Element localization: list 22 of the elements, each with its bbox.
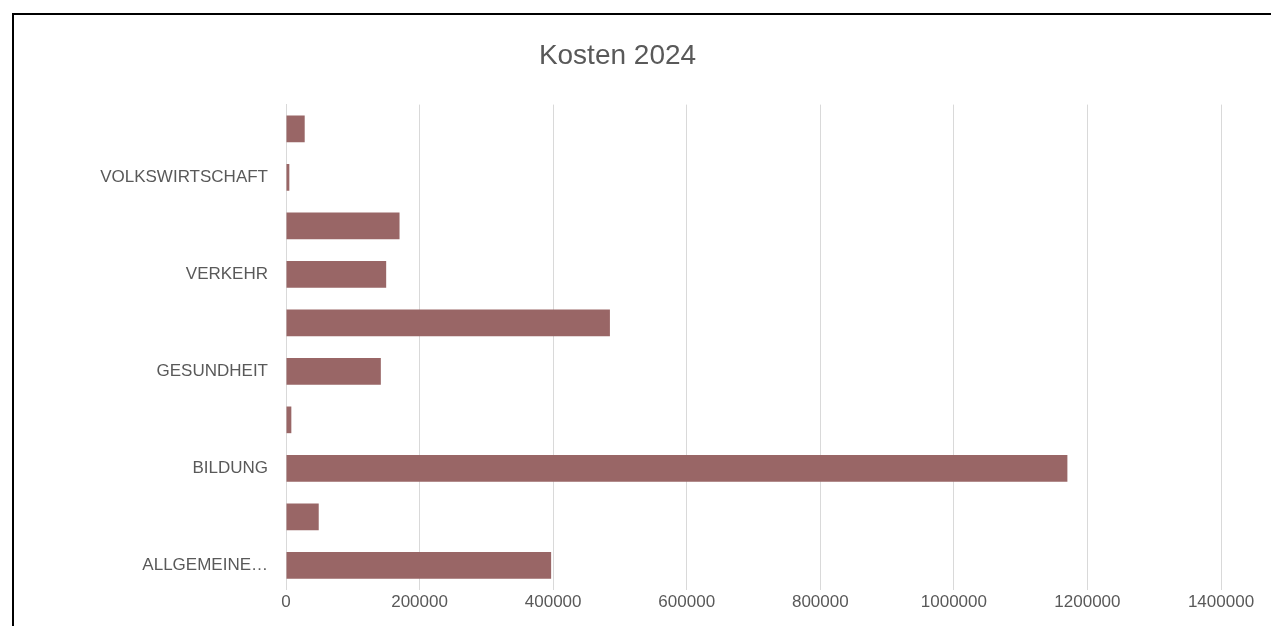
y-tick-label: VERKEHR	[185, 264, 268, 284]
bar	[286, 261, 387, 288]
x-tick-label: 600000	[658, 592, 716, 612]
x-tick-label: 1400000	[1187, 592, 1255, 612]
y-tick-label: BILDUNG	[192, 458, 268, 478]
chart-title: Kosten 2024	[538, 38, 697, 70]
y-tick-label: GESUNDHEIT	[156, 361, 268, 381]
bar	[286, 503, 319, 531]
y-tick-label: VOLKSWIRTSCHAFT	[100, 167, 268, 187]
x-tick-label: 1000000	[920, 592, 987, 612]
x-tick-label: 400000	[524, 592, 582, 612]
bar	[286, 212, 400, 240]
y-tick-label: ALLGEMEINE…	[142, 555, 268, 575]
bar	[286, 115, 305, 143]
bar	[286, 455, 1068, 482]
bar	[286, 309, 610, 337]
x-tick-label: 1200000	[1054, 592, 1121, 612]
bar	[286, 358, 381, 385]
bar	[286, 552, 552, 579]
x-tick-label: 800000	[791, 592, 849, 612]
x-tick-label: 200000	[391, 592, 448, 612]
x-tick-label: 0	[281, 592, 291, 612]
